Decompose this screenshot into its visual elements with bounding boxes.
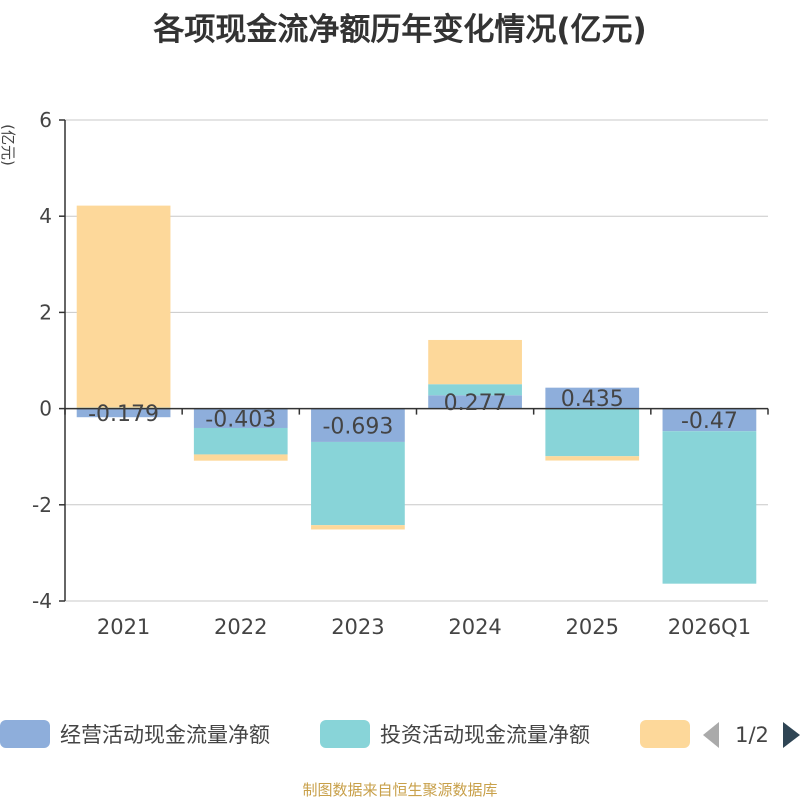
y-tick-label: -4 bbox=[32, 589, 52, 613]
legend-swatch-1 bbox=[0, 720, 50, 748]
legend-prev-page-icon bbox=[703, 722, 719, 748]
bars bbox=[76, 205, 757, 584]
bar-series-2 bbox=[311, 441, 405, 526]
source-note: 制图数据来自恒生聚源数据库 bbox=[302, 781, 498, 799]
legend-swatch-3 bbox=[640, 720, 690, 748]
bar-value-label: -0.47 bbox=[681, 409, 738, 434]
y-tick-label: 4 bbox=[39, 204, 52, 228]
y-tick-labels: 6 4 2 0 -2 -4 bbox=[32, 108, 52, 613]
bar-series-3 bbox=[193, 454, 288, 461]
bar-series-3 bbox=[545, 456, 640, 461]
bar-series-1 bbox=[76, 408, 171, 418]
bar-series-2 bbox=[193, 427, 288, 455]
y-tick-label: 2 bbox=[39, 300, 52, 324]
bar-series-1 bbox=[428, 395, 522, 409]
y-tick-label: 0 bbox=[39, 397, 52, 421]
bar-series-3 bbox=[311, 525, 405, 530]
y-tick-label: 6 bbox=[39, 108, 52, 132]
y-axis-title: (亿元) bbox=[0, 124, 17, 166]
legend-swatch-2 bbox=[320, 720, 370, 748]
legend: 经营活动现金流量净额 投资活动现金流量净额 1/2 bbox=[0, 720, 800, 748]
bar-series-1 bbox=[311, 408, 405, 442]
x-tick-label: 2025 bbox=[566, 615, 619, 639]
bar-value-labels: -0.179 -0.403 -0.693 0.277 0.435 -0.47 bbox=[88, 387, 738, 439]
x-tick-label: 2021 bbox=[97, 615, 150, 639]
bar-series-1 bbox=[193, 408, 288, 428]
axes bbox=[64, 120, 769, 601]
x-tick-labels: 2021 2022 2023 2024 2025 2026Q1 bbox=[97, 615, 751, 639]
bar-value-label: 0.435 bbox=[561, 387, 624, 412]
x-tick-label: 2023 bbox=[331, 615, 384, 639]
bar-series-3 bbox=[76, 205, 171, 408]
bar-series-2 bbox=[662, 431, 757, 584]
bar-series-2 bbox=[428, 384, 522, 396]
x-tick-label: 2026Q1 bbox=[668, 615, 751, 639]
bar-series-2 bbox=[545, 408, 640, 457]
legend-page-indicator: 1/2 bbox=[735, 723, 769, 747]
legend-next-page-icon bbox=[783, 722, 800, 748]
legend-label-1: 经营活动现金流量净额 bbox=[60, 723, 270, 747]
x-tick-label: 2024 bbox=[448, 615, 501, 639]
bar-series-1 bbox=[662, 408, 757, 432]
bar-value-label: -0.403 bbox=[205, 407, 276, 432]
chart-title: 各项现金流净额历年变化情况(亿元) bbox=[153, 12, 647, 48]
bar-series-1 bbox=[545, 387, 640, 409]
bar-value-label: 0.277 bbox=[444, 391, 507, 416]
legend-label-2: 投资活动现金流量净额 bbox=[380, 723, 590, 747]
x-tick-label: 2022 bbox=[214, 615, 267, 639]
bar-value-label: -0.179 bbox=[88, 402, 159, 427]
bar-value-label: -0.693 bbox=[322, 414, 393, 439]
y-tick-label: -2 bbox=[32, 493, 52, 517]
bar-series-3 bbox=[428, 339, 522, 385]
